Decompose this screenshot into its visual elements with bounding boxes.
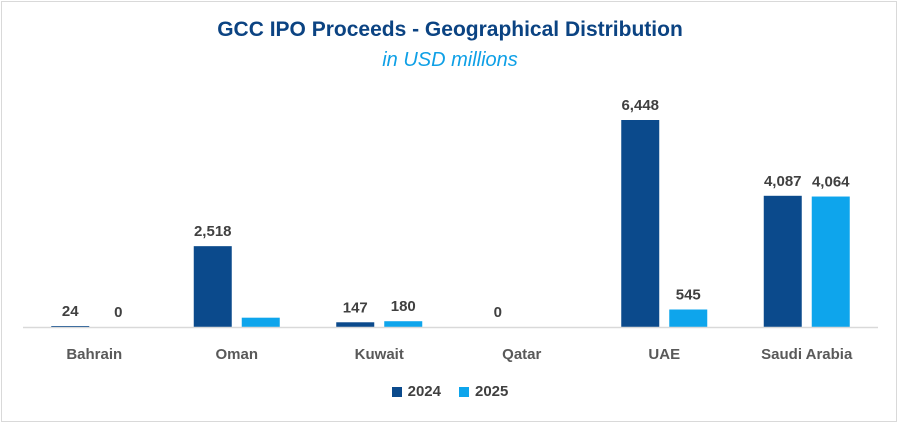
- legend-swatch-2025: [459, 386, 469, 397]
- legend-label-2025: 2025: [475, 383, 509, 400]
- bar-saudi-arabia-2025: [811, 196, 850, 327]
- bar-uae-2024: [621, 120, 660, 327]
- bar-oman-2024: [193, 246, 232, 327]
- x-tick-label-kuwait: Kuwait: [355, 346, 404, 363]
- data-label-bahrain-2024: 24: [62, 303, 79, 320]
- x-tick-label-qatar: Qatar: [502, 346, 541, 363]
- data-label-uae-2025: 545: [676, 287, 701, 304]
- data-label-kuwait-2024: 147: [343, 299, 368, 316]
- x-tick-label-oman: Oman: [215, 346, 258, 363]
- legend-label-2024: 2024: [407, 383, 441, 400]
- data-label-saudi-arabia-2024: 4,087: [764, 173, 802, 190]
- legend-item-2025: 2025: [459, 383, 508, 400]
- data-label-bahrain-2025: 0: [114, 304, 122, 321]
- x-tick-label-saudi-arabia: Saudi Arabia: [761, 346, 853, 363]
- bar-kuwait-2025: [384, 321, 423, 327]
- data-label-kuwait-2025: 180: [391, 298, 416, 315]
- bar-kuwait-2024: [336, 322, 375, 327]
- x-tick-label-uae: UAE: [648, 346, 680, 363]
- bar-oman-2025: [241, 317, 280, 327]
- legend-swatch-2024: [391, 386, 402, 397]
- x-tick-label-bahrain: Bahrain: [66, 346, 122, 363]
- chart-subtitle: in USD millions: [382, 49, 518, 71]
- data-label-saudi-arabia-2025: 4,064: [812, 174, 850, 191]
- data-label-qatar-2024: 0: [494, 304, 502, 321]
- data-label-uae-2024: 6,448: [621, 97, 659, 114]
- chart-title: GCC IPO Proceeds - Geographical Distribu…: [217, 18, 683, 41]
- data-label-oman-2024: 2,518: [194, 223, 232, 240]
- bar-saudi-arabia-2024: [763, 195, 802, 327]
- bar-uae-2025: [669, 309, 708, 327]
- chart-legend: 2024 2025: [0, 383, 900, 400]
- legend-item-2024: 2024: [391, 383, 441, 400]
- bar-bahrain-2024: [51, 326, 90, 327]
